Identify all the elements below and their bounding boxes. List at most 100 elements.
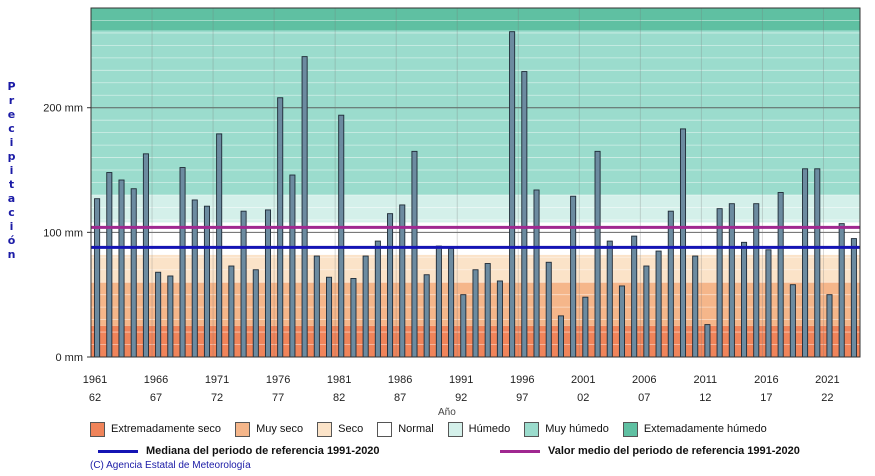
bar <box>655 250 662 358</box>
bar <box>606 240 613 358</box>
bar <box>179 167 186 358</box>
legend-mean-line: Valor medio del periodo de referencia 19… <box>500 445 800 457</box>
legend-swatch <box>317 421 333 437</box>
legend-item-extremadamente-seco: Extremadamente seco <box>90 421 221 437</box>
copyright: (C) Agencia Estatal de Meteorología <box>90 460 251 471</box>
bar <box>118 179 125 358</box>
y-tick-label: 100 mm <box>43 227 83 239</box>
y-axis-label: Precipitación <box>5 80 18 262</box>
x-tick-label-secondary: 82 <box>333 392 345 404</box>
bar <box>289 174 296 358</box>
bar <box>350 278 357 358</box>
legend-label: Muy húmedo <box>545 423 609 435</box>
bar <box>106 172 113 358</box>
x-tick-label: 2006 <box>632 374 656 386</box>
bar <box>228 265 235 358</box>
y-tick-label: 200 mm <box>43 103 83 115</box>
bar <box>521 71 528 358</box>
bar <box>240 210 247 358</box>
x-tick-label: 1961 <box>83 374 107 386</box>
legend-label: Muy seco <box>256 423 304 435</box>
legend-swatch <box>377 421 393 437</box>
legend-label: Húmedo <box>468 423 511 435</box>
x-tick-label-secondary: 02 <box>577 392 589 404</box>
mean-line-label: Valor medio del periodo de referencia 19… <box>548 445 800 457</box>
bar <box>814 168 821 358</box>
x-tick-label-secondary: 67 <box>150 392 162 404</box>
legend-item-seco: Seco <box>317 421 364 437</box>
legend-swatch <box>447 421 463 437</box>
bar <box>94 198 101 358</box>
x-tick-label: 1996 <box>510 374 534 386</box>
bar <box>643 265 650 358</box>
x-tick-label-secondary: 12 <box>699 392 711 404</box>
bar <box>435 245 442 358</box>
y-tick-label: 0 mm <box>56 352 84 364</box>
bar <box>448 248 455 358</box>
mean-line-sample <box>500 449 540 453</box>
legend-label: Seco <box>338 423 364 435</box>
median-line-sample <box>98 449 138 453</box>
bar <box>716 208 723 358</box>
x-tick-label-secondary: 17 <box>760 392 772 404</box>
bar <box>191 199 198 358</box>
bar <box>423 274 430 358</box>
bar <box>313 255 320 358</box>
x-tick-label-secondary: 87 <box>394 392 406 404</box>
bar <box>460 294 467 358</box>
legend-swatch <box>235 421 251 437</box>
bar <box>631 235 638 358</box>
bar <box>484 263 491 358</box>
x-tick-label: 1981 <box>327 374 351 386</box>
x-tick-label: 2011 <box>693 374 717 386</box>
x-tick-label: 1976 <box>266 374 290 386</box>
bar <box>802 168 809 358</box>
bar <box>411 150 418 358</box>
x-tick-label-secondary: 97 <box>516 392 528 404</box>
bar <box>789 284 796 358</box>
bar <box>142 153 149 358</box>
bar <box>765 249 772 358</box>
bar <box>570 195 577 358</box>
x-tick-label: 1991 <box>449 374 473 386</box>
x-tick-label-secondary: 07 <box>638 392 650 404</box>
bar <box>557 315 564 358</box>
bar <box>252 269 259 358</box>
x-tick-label-secondary: 62 <box>89 392 101 404</box>
x-tick-label: 2021 <box>815 374 839 386</box>
x-tick-label-secondary: 72 <box>211 392 223 404</box>
legend: Extremadamente seco Muy seco Seco Normal… <box>90 419 870 439</box>
x-tick-label: 1966 <box>144 374 168 386</box>
bar <box>533 189 540 358</box>
x-tick-label: 1971 <box>205 374 229 386</box>
bar <box>326 276 333 358</box>
bar <box>338 114 345 358</box>
legend-item-humedo: Húmedo <box>447 421 511 437</box>
legend-item-muy-seco: Muy seco <box>235 421 304 437</box>
bar <box>167 275 174 358</box>
legend-swatch <box>524 421 540 437</box>
x-tick-label-secondary: 22 <box>821 392 833 404</box>
bar <box>301 56 308 358</box>
legend-item-extremadamente-humedo: Extemadamente húmedo <box>622 421 767 437</box>
legend-label: Normal <box>398 423 434 435</box>
bar <box>545 261 552 358</box>
bar <box>362 255 369 358</box>
x-tick-label-secondary: 77 <box>272 392 284 404</box>
x-tick-label: 2016 <box>754 374 778 386</box>
bar <box>850 238 857 358</box>
legend-swatch <box>622 421 638 437</box>
bar <box>155 271 162 358</box>
bar <box>618 285 625 358</box>
bar <box>264 209 272 358</box>
x-axis-label: Año <box>438 407 456 418</box>
x-tick-label: 2001 <box>571 374 595 386</box>
bar <box>582 296 589 358</box>
bar <box>509 31 516 358</box>
bar <box>667 210 674 358</box>
legend-swatch <box>90 421 105 437</box>
bar <box>216 133 223 358</box>
legend-item-normal: Normal <box>377 421 434 437</box>
bar <box>472 269 479 358</box>
plot-frame <box>90 7 861 358</box>
